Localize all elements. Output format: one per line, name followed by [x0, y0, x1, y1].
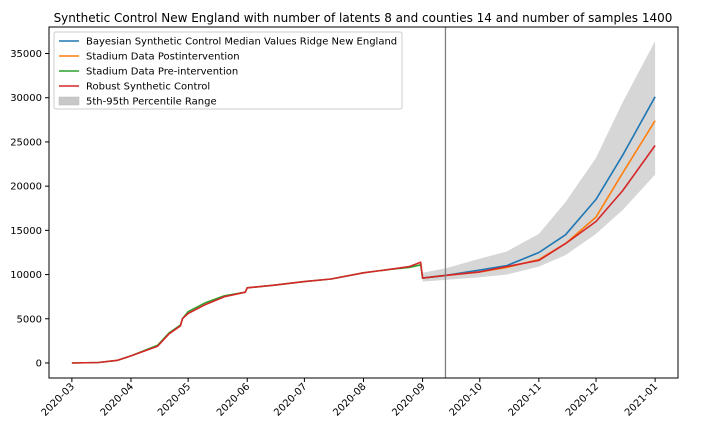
- legend-box: [53, 31, 403, 110]
- legend: Bayesian Synthetic Control Median Values…: [53, 31, 403, 110]
- legend-label-4: 5th-95th Percentile Range: [86, 97, 217, 108]
- legend-label-2: Stadium Data Pre-intervention: [86, 67, 238, 78]
- y-tick-label: 20000: [10, 182, 42, 193]
- legend-label-0: Bayesian Synthetic Control Median Values…: [86, 37, 397, 48]
- x-tick-label: 2020-09: [390, 381, 427, 418]
- y-tick-label: 0: [36, 358, 42, 369]
- y-tick-label: 25000: [10, 137, 42, 148]
- x-tick-label: 2020-12: [564, 381, 601, 418]
- y-tick-label: 30000: [10, 93, 42, 104]
- x-tick-label: 2020-08: [331, 381, 368, 418]
- legend-swatch-4: [58, 96, 80, 106]
- plot-area: [71, 27, 656, 378]
- x-tick-label: 2021-01: [623, 381, 660, 418]
- y-tick-label: 10000: [10, 270, 42, 281]
- x-tick-label: 2020-06: [215, 381, 252, 418]
- chart-title: Synthetic Control New England with numbe…: [54, 11, 673, 25]
- series-line-3: [71, 145, 656, 364]
- x-tick-label: 2020-03: [40, 381, 77, 418]
- y-tick-label: 35000: [10, 49, 42, 60]
- x-tick-label: 2020-07: [272, 381, 309, 418]
- legend-label-3: Robust Synthetic Control: [86, 82, 210, 93]
- x-tick-label: 2020-04: [99, 381, 136, 418]
- y-tick-label: 15000: [10, 226, 42, 237]
- percentile-band: [422, 41, 656, 282]
- x-tick-label: 2020-05: [156, 381, 193, 418]
- y-tick-label: 5000: [17, 314, 42, 325]
- legend-label-1: Stadium Data Postintervention: [86, 52, 240, 63]
- x-tick-label: 2020-11: [507, 381, 544, 418]
- x-tick-label: 2020-10: [448, 381, 485, 418]
- series-line-2: [71, 263, 446, 364]
